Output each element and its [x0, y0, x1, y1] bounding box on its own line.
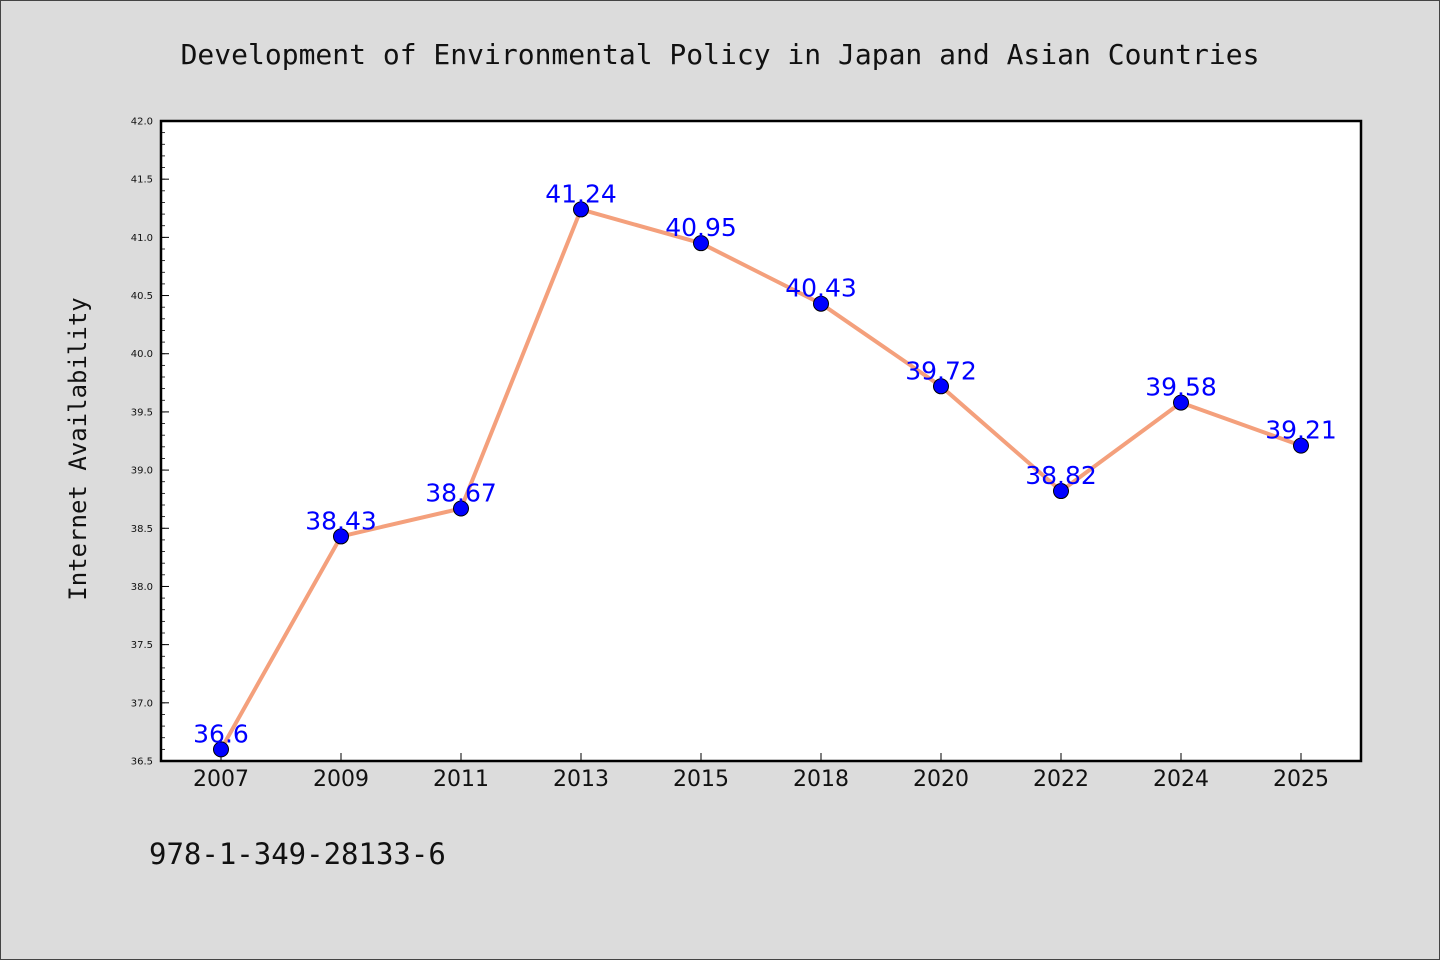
data-point	[933, 378, 949, 395]
data-point	[213, 741, 229, 758]
y-tick-label: 40.0	[131, 349, 153, 360]
x-tick-label: 2009	[313, 767, 369, 792]
data-point	[1173, 394, 1189, 411]
y-tick-label: 38.0	[131, 582, 153, 593]
x-tick-label: 2011	[433, 767, 489, 792]
x-tick-label: 2022	[1033, 767, 1089, 792]
y-tick-label: 39.0	[131, 466, 153, 477]
y-tick-label: 37.0	[131, 698, 153, 709]
x-tick-label: 2007	[193, 767, 249, 792]
data-label: 40.43	[785, 274, 857, 303]
y-tick-label: 41.0	[131, 233, 153, 244]
data-label: 39.58	[1145, 373, 1217, 402]
data-label: 38.82	[1025, 461, 1097, 490]
series-line-group	[219, 207, 1303, 752]
series-line	[219, 207, 1303, 752]
x-tick-label: 2020	[913, 767, 969, 792]
data-label: 41.24	[545, 179, 617, 208]
plot-frame	[159, 119, 1363, 763]
footer-identifier: 978-1-349-28133-6	[149, 837, 446, 871]
data-label: 36.6	[193, 719, 249, 748]
y-tick-label: 36.5	[131, 757, 153, 768]
data-point	[573, 201, 589, 218]
y-tick-label: 39.5	[131, 407, 153, 418]
data-label: 39.21	[1265, 416, 1337, 445]
x-tick-label: 2018	[793, 767, 849, 792]
data-labels: 36.6 38.43 38.67 41.24 40.95 40.43 39.72 38.82 3…	[193, 179, 1337, 748]
data-label: 38.43	[305, 506, 377, 535]
x-tick-label: 2025	[1273, 767, 1329, 792]
y-tick-label: 37.5	[131, 640, 153, 651]
data-point	[333, 528, 349, 545]
y-axis-label: Internet Availability	[64, 297, 92, 600]
y-tick-label: 38.5	[131, 524, 153, 535]
x-tick-label: 2015	[673, 767, 729, 792]
data-label: 40.95	[665, 213, 737, 242]
y-tick-label: 42.0	[131, 117, 153, 128]
data-label: 38.67	[425, 478, 497, 507]
chart-title: Development of Environmental Policy in J…	[181, 38, 1260, 71]
data-point	[1053, 483, 1069, 500]
data-point	[1293, 437, 1309, 454]
y-tick-label: 41.5	[131, 175, 153, 186]
y-tick-label: 40.5	[131, 291, 153, 302]
data-point	[693, 235, 709, 252]
data-markers	[213, 201, 1309, 758]
x-tick-label: 2013	[553, 767, 609, 792]
x-axis-ticks: 2007 2009 2011 2013 2015 2018 2020 2022 2024 2025	[193, 753, 1329, 792]
plot-area	[161, 121, 1361, 761]
y-axis-ticks: 36.5 37.0 37.5 38.0 38.5 39.0 39.5 40.0 40.5 41.0…	[131, 117, 169, 768]
x-tick-label: 2024	[1153, 767, 1209, 792]
data-point	[813, 295, 829, 312]
data-point	[453, 500, 469, 517]
data-label: 39.72	[905, 356, 977, 385]
